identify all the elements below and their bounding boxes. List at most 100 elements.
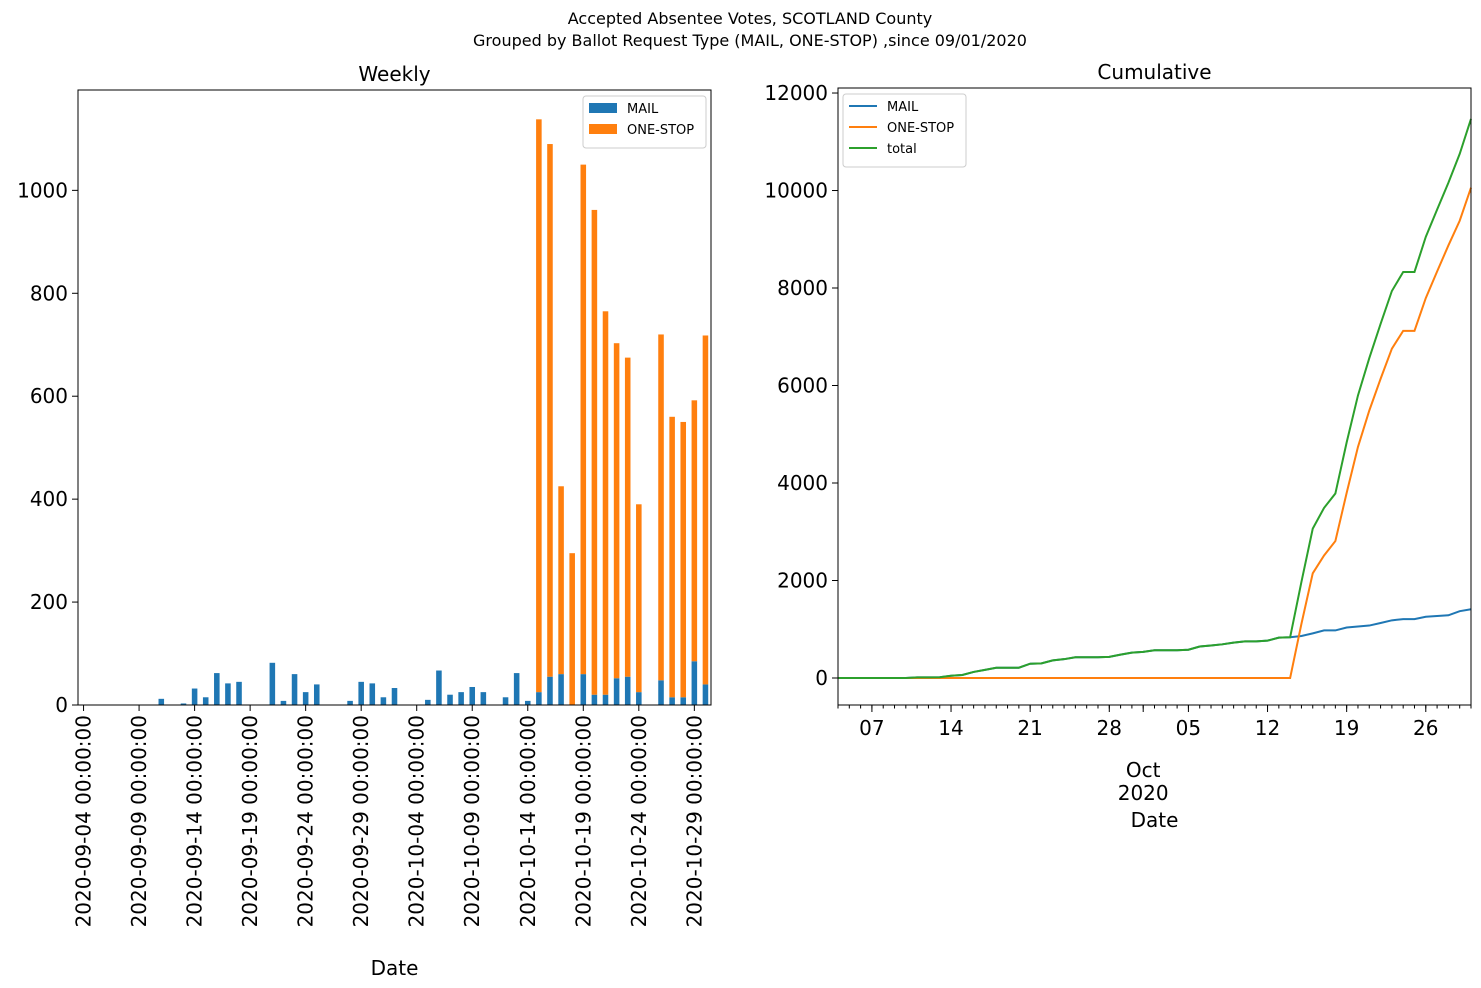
- bar: [602, 311, 609, 695]
- bar: [524, 700, 531, 705]
- x-tick-label: 26: [1413, 716, 1438, 740]
- bar: [702, 684, 709, 705]
- y-tick-label: 0: [815, 666, 828, 690]
- x-tick-label: 2020-09-19 00:00:00: [238, 715, 262, 927]
- axes-title: Cumulative: [1097, 60, 1211, 84]
- bar: [225, 683, 231, 705]
- bar: [547, 676, 553, 705]
- bar: [302, 692, 309, 705]
- bar: [669, 416, 675, 698]
- line: [838, 187, 1472, 679]
- bar: [591, 694, 598, 705]
- legend-label: MAIL: [887, 100, 919, 115]
- legend-label: ONE-STOP: [627, 123, 694, 138]
- x-tick-label: 14: [938, 716, 963, 740]
- x-tick-label-line: Oct: [1126, 758, 1161, 782]
- x-tick-label: 19: [1334, 716, 1359, 740]
- bar: [591, 209, 598, 695]
- bar: [269, 662, 276, 705]
- bar: [513, 673, 520, 705]
- bar: [347, 700, 353, 705]
- x-tick-label: 28: [1097, 716, 1122, 740]
- legend-label: ONE-STOP: [887, 121, 954, 136]
- bar: [624, 676, 631, 705]
- bar: [480, 692, 487, 705]
- x-tick-label: 2020-10-09 00:00:00: [460, 715, 484, 927]
- line: [838, 608, 1472, 679]
- line: [838, 118, 1472, 679]
- bar: [291, 674, 298, 705]
- bar: [369, 683, 376, 705]
- bar: [191, 688, 198, 705]
- bar: [391, 688, 398, 705]
- x-axis-label: Date: [371, 956, 419, 980]
- bar: [558, 674, 564, 705]
- bar: [658, 680, 664, 705]
- y-tick-label: 400: [30, 487, 68, 511]
- bar: [158, 698, 165, 705]
- y-tick-label: 12000: [764, 81, 828, 105]
- x-axis-label: Date: [1131, 808, 1179, 832]
- x-tick-label: 2020-10-19 00:00:00: [571, 715, 595, 927]
- bar: [613, 678, 620, 705]
- x-tick-label: 12: [1255, 716, 1280, 740]
- axes-title: Weekly: [358, 62, 430, 86]
- y-tick-label: 200: [30, 590, 68, 614]
- bar: [669, 697, 675, 705]
- figure-title: Accepted Absentee Votes, SCOTLAND County: [568, 9, 932, 28]
- bar: [202, 697, 209, 705]
- bar: [702, 335, 709, 685]
- bar: [613, 343, 620, 679]
- bar: [580, 164, 587, 675]
- bar: [214, 673, 220, 705]
- y-tick-label: 4000: [777, 471, 828, 495]
- bar: [569, 553, 575, 705]
- figure-subtitle: Grouped by Ballot Request Type (MAIL, ON…: [473, 31, 1027, 50]
- bar: [680, 697, 687, 705]
- bar: [547, 144, 553, 677]
- axes-frame: [77, 89, 712, 706]
- bar: [436, 670, 442, 705]
- bar: [602, 694, 609, 705]
- bar: [691, 661, 698, 705]
- bar: [636, 692, 642, 705]
- x-tick-label: 2020-09-09 00:00:00: [127, 715, 151, 927]
- x-tick-label: 05: [1176, 716, 1201, 740]
- bar: [358, 681, 364, 705]
- y-tick-label: 0: [55, 693, 68, 717]
- x-tick-label: 2020-10-14 00:00:00: [516, 715, 540, 927]
- x-tick-label: 2020-10-04 00:00:00: [405, 715, 429, 927]
- x-tick-label: 21: [1017, 716, 1042, 740]
- bar: [236, 681, 242, 705]
- bar: [691, 400, 698, 662]
- y-tick-label: 10000: [764, 179, 828, 203]
- legend-swatch: [589, 103, 617, 113]
- x-tick-label: 2020-09-24 00:00:00: [294, 715, 318, 927]
- bar: [180, 703, 187, 705]
- y-tick-label: 600: [30, 384, 68, 408]
- bar: [558, 486, 564, 675]
- bar: [313, 684, 320, 705]
- x-tick-label: 2020-09-04 00:00:00: [72, 715, 96, 927]
- y-tick-label: 6000: [777, 374, 828, 398]
- bar: [425, 699, 431, 705]
- bar: [447, 694, 453, 705]
- bar: [636, 504, 642, 693]
- x-tick-label: 2020-09-14 00:00:00: [183, 715, 207, 927]
- bar: [624, 357, 631, 677]
- x-tick-label: 07: [859, 716, 884, 740]
- bar: [580, 674, 587, 705]
- x-tick-label-line: 2020: [1118, 781, 1169, 805]
- y-tick-label: 8000: [777, 276, 828, 300]
- x-tick-label: 2020-10-29 00:00:00: [682, 715, 706, 927]
- bar: [658, 334, 664, 681]
- x-tick-label: 2020-09-29 00:00:00: [349, 715, 373, 927]
- y-tick-label: 800: [30, 281, 68, 305]
- y-tick-label: 1000: [17, 178, 68, 202]
- x-tick-label: Oct 2020: [1118, 758, 1169, 805]
- bar: [280, 700, 287, 705]
- axes-frame: [837, 87, 1472, 706]
- x-tick-label: 2020-10-24 00:00:00: [627, 715, 651, 927]
- legend-label: MAIL: [627, 102, 659, 117]
